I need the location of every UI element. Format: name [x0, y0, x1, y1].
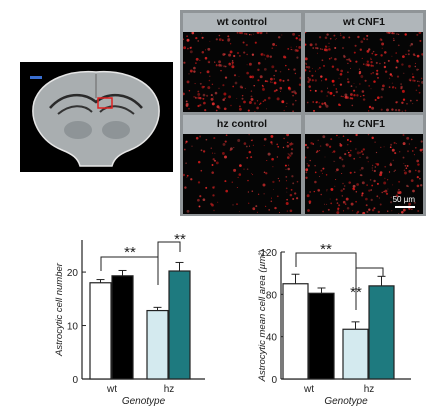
significance-stars: **: [124, 244, 136, 261]
fluorescence-image: [183, 32, 301, 112]
significance-stars: **: [174, 231, 186, 248]
y-axis-label: Astrocytic mean cell area (µm²): [257, 250, 268, 383]
bar-wt-2: [111, 275, 134, 380]
region-of-interest-box: [97, 97, 113, 109]
micrograph-label: hz CNF1: [343, 118, 385, 130]
significance-bracket: [157, 241, 181, 270]
micrograph-label: hz control: [216, 118, 268, 130]
significance-bracket: [100, 256, 159, 285]
y-tick-label: 120: [260, 248, 277, 259]
significance-stars: **: [320, 241, 332, 258]
significance-bracket: [295, 252, 357, 279]
fluorescence-image: [305, 32, 423, 112]
fluorescence-image: [183, 134, 301, 214]
brain-section-image: [20, 62, 173, 172]
micrograph-label: wt control: [216, 16, 268, 28]
x-tick-label: hz: [364, 384, 375, 395]
brain-section-drawing: [20, 62, 173, 172]
bar-wt-2: [308, 292, 335, 380]
scale-bar-label: 50 µm: [392, 195, 415, 204]
y-tick-label: 10: [67, 322, 79, 333]
scale-mark: [30, 76, 42, 79]
micrograph-wt-cnf1: wt CNF1: [305, 13, 423, 112]
significance-bracket: [355, 267, 384, 310]
y-tick-label: 0: [271, 375, 277, 386]
bar-wt-1: [89, 282, 112, 380]
micrograph-hz-control: hz control: [183, 115, 301, 214]
y-tick-label: 40: [266, 333, 278, 344]
significance-stars: **: [350, 284, 362, 301]
y-tick-label: 80: [266, 290, 278, 301]
y-tick-label: 20: [67, 268, 79, 279]
brain-outline: [32, 70, 160, 167]
x-tick-label: wt: [303, 384, 314, 395]
bar-hz-2: [368, 285, 395, 380]
bar-hz-1: [342, 328, 369, 380]
fluorescence-image: [305, 134, 423, 214]
x-tick-label: hz: [164, 384, 175, 395]
x-axis-label: Genotype: [122, 396, 166, 407]
micrograph-wt-control: wt control: [183, 13, 301, 112]
bar-hz-2: [168, 270, 191, 380]
micrograph-label: wt CNF1: [343, 16, 385, 28]
micrograph-panel: wt control wt CNF1 hz control hz CNF1 50…: [180, 10, 426, 216]
y-axis-label: Astrocytic cell number: [54, 262, 65, 357]
x-axis-label: Genotype: [324, 396, 368, 407]
scale-bar: [395, 206, 415, 208]
x-tick-label: wt: [106, 384, 117, 395]
bar-hz-1: [146, 309, 169, 380]
bar-wt-1: [282, 283, 309, 380]
micrograph-hz-cnf1: hz CNF1 50 µm: [305, 115, 423, 214]
y-tick-label: 0: [72, 375, 78, 386]
